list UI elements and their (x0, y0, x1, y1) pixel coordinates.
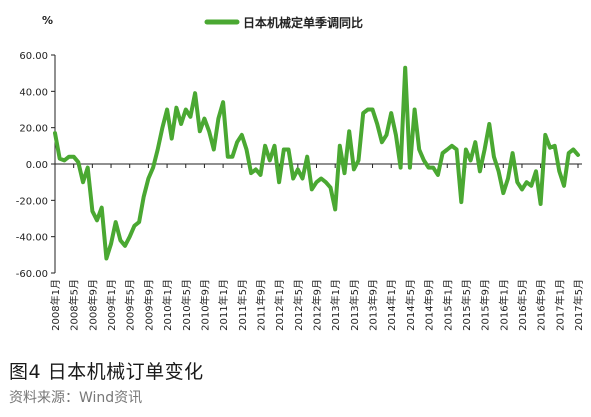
x-tick-label: 2013年5月 (348, 279, 361, 331)
x-tick-label: 2009年1月 (105, 279, 118, 331)
x-tick-label: 2014年9月 (423, 279, 436, 331)
y-tick-label: 40.00 (19, 87, 48, 98)
x-tick-label: 2015年9月 (479, 279, 492, 331)
y-tick-label: 0.00 (26, 160, 48, 171)
x-tick-label: 2011年1月 (217, 279, 230, 331)
figure-source: 资料来源：Wind资讯 (9, 390, 143, 406)
y-tick-label: 20.00 (19, 124, 48, 135)
x-tick-label: 2013年1月 (329, 279, 342, 331)
y-tick-label: -60.00 (16, 269, 48, 280)
legend: 日本机械定单季调同比 (204, 15, 363, 30)
x-tick-label: 2010年5月 (180, 279, 193, 331)
y-axis: -60.00 -40.00 -20.00 0.00 20.00 40.00 60.00 (16, 51, 56, 280)
x-tick-label: 2016年5月 (516, 279, 529, 331)
x-tick-label: 2014年1月 (385, 279, 398, 331)
figure-title: 图4 日本机械订单变化 (9, 361, 204, 383)
x-tick-label: 2014年5月 (404, 279, 417, 331)
x-tick-label: 2009年5月 (124, 279, 137, 331)
chart-area: % 日本机械定单季调同比 -60.00 -40.00 -20.00 0.00 20.00… (16, 14, 585, 331)
x-tick-label: 2016年9月 (535, 279, 548, 331)
x-tick-label: 2011年5月 (236, 279, 249, 331)
series-line (53, 65, 580, 261)
x-tick-label: 2017年1月 (553, 279, 566, 331)
x-tick-label: 2008年5月 (68, 279, 81, 331)
x-tick-label: 2012年1月 (273, 279, 286, 331)
x-tick-label: 2012年9月 (311, 279, 324, 331)
x-tick-label: 2016年1月 (497, 279, 510, 331)
x-tick-label: 2010年9月 (198, 279, 211, 331)
x-tick-label: 2015年5月 (460, 279, 473, 331)
x-tick-label: 2008年1月 (49, 279, 62, 331)
x-tick-label: 2009年9月 (142, 279, 155, 331)
x-tick-label: 2008年9月 (86, 279, 99, 331)
y-tick-label: 60.00 (19, 51, 48, 62)
x-tick-label: 2017年5月 (572, 279, 585, 331)
unit-label: % (42, 14, 53, 27)
y-tick-label: -20.00 (16, 196, 48, 207)
series-group (53, 65, 580, 261)
x-tick-label: 2015年1月 (441, 279, 454, 331)
x-axis: 2008年1月 2008年5月 2008年9月 2009年1月 2009年5月 2009年… (49, 163, 585, 331)
x-tick-label: 2012年5月 (292, 279, 305, 331)
y-tick-label: -40.00 (16, 233, 48, 244)
x-tick-label: 2010年1月 (161, 279, 174, 331)
x-tick-label: 2011年9月 (254, 279, 267, 331)
x-tick-label: 2013年9月 (367, 279, 380, 331)
legend-label: 日本机械定单季调同比 (243, 15, 363, 30)
